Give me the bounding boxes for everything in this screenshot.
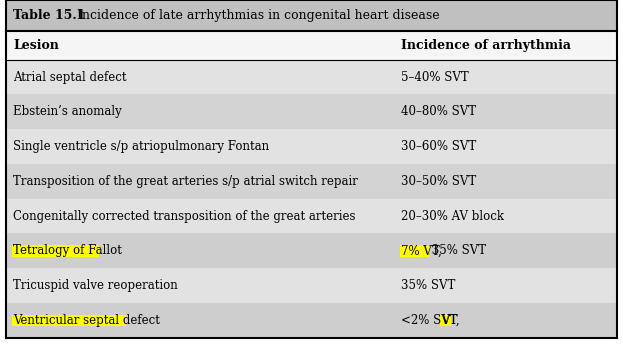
Text: 5–40% SVT: 5–40% SVT bbox=[401, 71, 468, 84]
Text: Tricuspid valve reoperation: Tricuspid valve reoperation bbox=[13, 279, 178, 292]
Text: Lesion: Lesion bbox=[13, 39, 59, 52]
Bar bbox=[6, 60, 617, 94]
Bar bbox=[6, 31, 617, 60]
Text: 20–30% AV block: 20–30% AV block bbox=[401, 210, 504, 223]
Text: Incidence of arrhythmia: Incidence of arrhythmia bbox=[401, 39, 571, 52]
Bar bbox=[6, 94, 617, 129]
Bar bbox=[6, 199, 617, 233]
Text: Table 15.1: Table 15.1 bbox=[13, 9, 85, 22]
Text: Transposition of the great arteries s/p atrial switch repair: Transposition of the great arteries s/p … bbox=[13, 175, 358, 188]
Bar bbox=[6, 268, 617, 303]
Text: Single ventricle s/p atriopulmonary Fontan: Single ventricle s/p atriopulmonary Font… bbox=[13, 140, 269, 153]
Bar bbox=[12, 245, 99, 257]
Text: Congenitally corrected transposition of the great arteries: Congenitally corrected transposition of … bbox=[13, 210, 356, 223]
Text: 35% SVT: 35% SVT bbox=[401, 279, 455, 292]
Text: <2% SVT,: <2% SVT, bbox=[401, 314, 464, 327]
Text: Ventricular septal defect: Ventricular septal defect bbox=[13, 314, 160, 327]
Text: Atrial septal defect: Atrial septal defect bbox=[13, 71, 126, 84]
Text: VT: VT bbox=[441, 314, 457, 327]
Text: 30–60% SVT: 30–60% SVT bbox=[401, 140, 476, 153]
Bar bbox=[6, 129, 617, 164]
Bar bbox=[6, 303, 617, 338]
Bar bbox=[400, 245, 429, 257]
Text: 7% VT,: 7% VT, bbox=[401, 244, 442, 257]
Text: Tetralogy of Fallot: Tetralogy of Fallot bbox=[13, 244, 122, 257]
Bar bbox=[12, 315, 125, 326]
Bar bbox=[6, 233, 617, 268]
Text: Incidence of late arrhythmias in congenital heart disease: Incidence of late arrhythmias in congeni… bbox=[69, 9, 439, 22]
Text: 40–80% SVT: 40–80% SVT bbox=[401, 105, 476, 118]
Text: Ebstein’s anomaly: Ebstein’s anomaly bbox=[13, 105, 121, 118]
Bar bbox=[6, 0, 617, 31]
Text: 35% SVT: 35% SVT bbox=[428, 244, 486, 257]
Text: 30–50% SVT: 30–50% SVT bbox=[401, 175, 476, 188]
Bar bbox=[440, 315, 451, 326]
Bar bbox=[6, 164, 617, 199]
